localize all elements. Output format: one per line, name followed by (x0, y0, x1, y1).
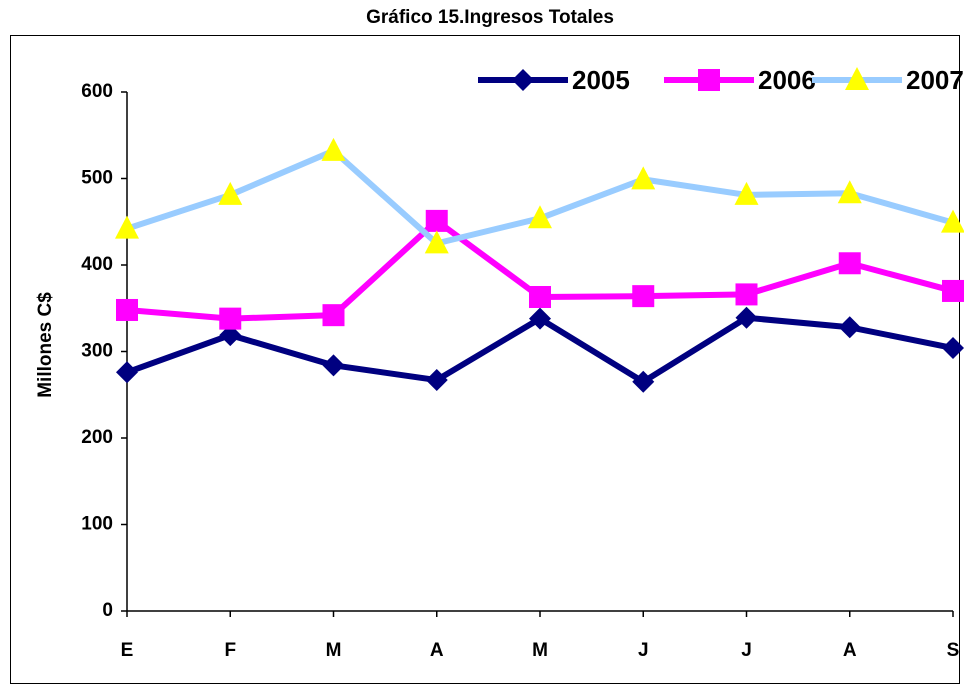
legend-label: 2005 (572, 65, 630, 95)
marker-square (838, 252, 861, 275)
marker-square (529, 286, 551, 309)
marker-square (425, 209, 448, 232)
marker-diamond (735, 306, 758, 329)
marker-triangle (321, 137, 346, 161)
chart-border (10, 35, 960, 684)
marker-diamond (512, 69, 534, 91)
x-tick-label: J (638, 640, 649, 661)
marker-diamond (425, 369, 448, 392)
marker-triangle (845, 67, 869, 90)
x-tick-label: M (532, 640, 548, 661)
marker-triangle (631, 166, 656, 190)
marker-triangle (528, 205, 552, 229)
marker-square (219, 307, 242, 330)
marker-triangle (941, 209, 964, 233)
y-tick-label: 200 (81, 427, 113, 448)
marker-diamond (942, 337, 964, 360)
legend-label: 2006 (758, 65, 816, 95)
x-tick-label: S (947, 640, 960, 661)
marker-diamond (529, 307, 551, 330)
x-tick-label: F (224, 640, 236, 661)
x-tick-label: E (121, 640, 134, 661)
y-tick-label: 500 (81, 168, 113, 189)
x-tick-label: M (326, 640, 342, 661)
y-tick-label: 100 (81, 514, 113, 535)
marker-diamond (838, 316, 861, 339)
marker-triangle (837, 180, 862, 204)
y-tick-label: 600 (81, 81, 113, 102)
chart-title: Gráfico 15.Ingresos Totales (366, 7, 614, 28)
marker-square (698, 69, 720, 91)
marker-triangle (115, 215, 139, 239)
x-tick-label: J (741, 640, 752, 661)
marker-square (116, 298, 138, 321)
marker-triangle (734, 181, 759, 205)
marker-diamond (116, 361, 138, 384)
marker-square (735, 283, 758, 306)
marker-triangle (424, 230, 449, 254)
y-tick-label: 300 (81, 341, 113, 362)
x-tick-label: A (843, 640, 857, 661)
marker-square (322, 304, 345, 327)
marker-square (632, 285, 655, 308)
x-tick-label: A (430, 640, 444, 661)
legend-label: 2007 (906, 65, 964, 95)
marker-diamond (322, 354, 345, 377)
y-tick-label: 400 (81, 254, 113, 275)
marker-triangle (218, 181, 243, 205)
y-axis-label: Millones C$ (35, 292, 56, 398)
marker-diamond (632, 370, 655, 393)
marker-square (942, 279, 964, 302)
y-tick-label: 0 (102, 600, 113, 621)
